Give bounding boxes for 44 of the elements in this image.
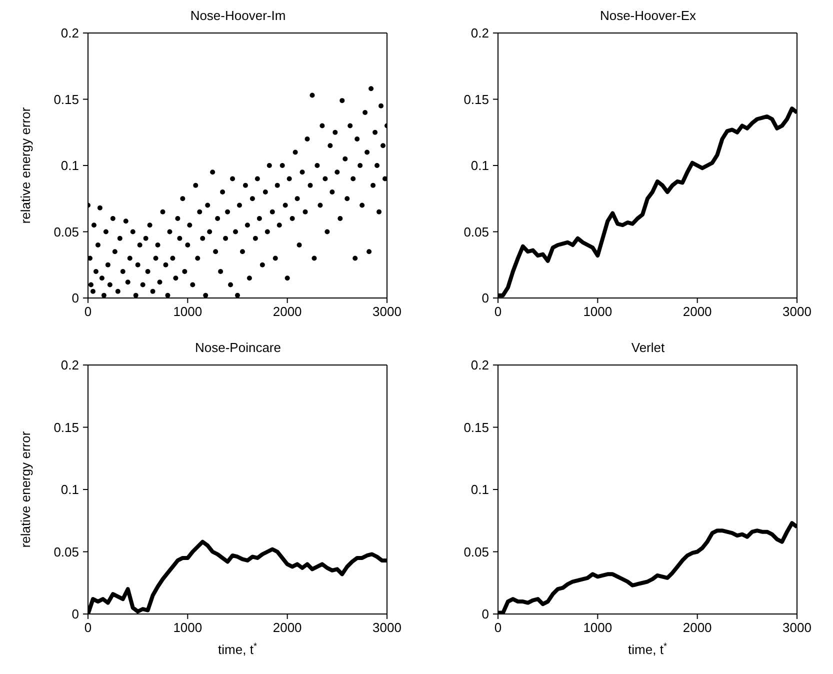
y-tick-label: 0.1 <box>60 482 79 498</box>
y-tick-label: 0.2 <box>470 358 489 373</box>
y-tick-label: 0 <box>72 606 79 622</box>
chart-title: Nose-Hoover-Im <box>189 8 287 25</box>
y-tick-label: 0.1 <box>470 158 489 174</box>
y-tick-label: 0 <box>482 606 489 622</box>
x-tick-label: 3000 <box>782 304 812 320</box>
y-tick-label: 0 <box>482 290 489 306</box>
x-tick-label: 0 <box>84 620 92 636</box>
x-axis-title: time, t$^{*}$ <box>628 641 668 657</box>
x-tick-label: 0 <box>494 620 502 636</box>
y-tick-label: 0.1 <box>470 482 489 498</box>
chart-title: Verlet <box>630 340 666 357</box>
x-tick-label: 3000 <box>372 620 402 636</box>
y-tick-label: 0.15 <box>54 420 79 435</box>
x-tick-label: 2000 <box>272 620 302 636</box>
y-tick-label: 0.15 <box>54 92 79 107</box>
x-tick-label: 0 <box>84 304 92 320</box>
y-tick-label: 0.15 <box>464 92 489 107</box>
x-tick-label: 2000 <box>682 304 712 320</box>
chart-title: Nose-Hoover-Ex <box>598 8 698 25</box>
x-tick-label: 1000 <box>583 620 612 636</box>
y-tick-label: 0.2 <box>60 358 79 373</box>
y-tick-label: 0.2 <box>60 26 79 41</box>
x-tick-label: 1000 <box>583 304 612 320</box>
y-axis-title: relative energy error <box>18 430 33 548</box>
x-tick-label: 1000 <box>173 304 202 320</box>
x-tick-label: 0 <box>494 304 502 320</box>
y-tick-label: 0.2 <box>470 26 489 41</box>
x-tick-label: 1000 <box>173 620 202 636</box>
y-tick-label: 0.05 <box>464 544 489 560</box>
x-tick-label: 3000 <box>372 304 402 320</box>
y-tick-label: 0.05 <box>54 224 79 240</box>
x-tick-label: 2000 <box>272 304 302 320</box>
x-tick-label: 2000 <box>682 620 712 636</box>
y-axis-title: relative energy error <box>18 106 33 224</box>
x-tick-label: 3000 <box>782 620 812 636</box>
y-tick-label: 0.1 <box>60 158 79 174</box>
y-tick-label: 0 <box>72 290 79 306</box>
chart-title: Nose-Poincare <box>194 340 282 357</box>
y-tick-label: 0.05 <box>54 544 79 560</box>
y-tick-label: 0.15 <box>464 420 489 435</box>
y-tick-label: 0.05 <box>464 224 489 240</box>
x-axis-title: time, t$^{*}$ <box>218 641 258 657</box>
